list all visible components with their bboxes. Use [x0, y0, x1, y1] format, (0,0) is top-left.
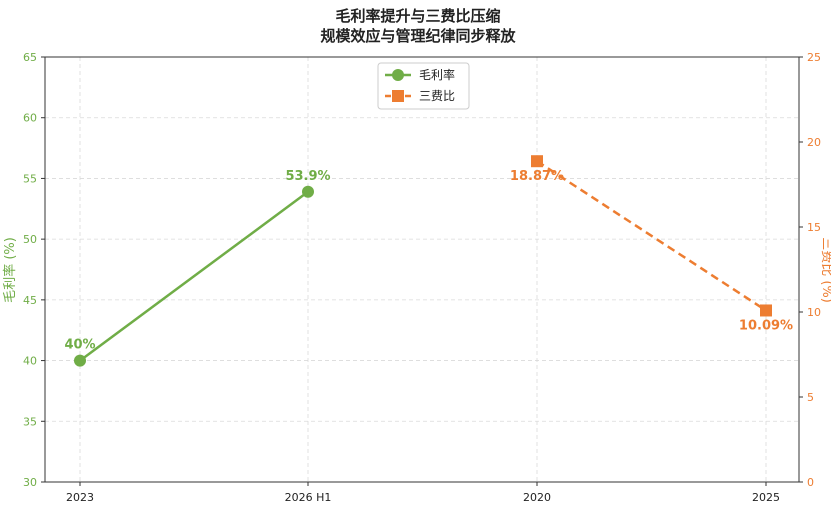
data-label: 10.09%: [739, 318, 793, 333]
x-tick-label: 2025: [752, 491, 780, 504]
left-axis-label: 毛利率 (%): [2, 237, 18, 303]
series-layer: 40% 53.9% 18.87% 10.09%: [64, 155, 793, 367]
left-tick-label: 35: [23, 415, 37, 428]
right-tick-label: 25: [807, 51, 821, 64]
data-point: [760, 304, 772, 317]
left-tick-label: 55: [23, 172, 37, 185]
series-line-0: [79, 190, 309, 362]
legend-label-expense-ratio: 三费比: [419, 89, 455, 103]
right-tick-label: 15: [807, 221, 821, 234]
data-label: 53.9%: [285, 169, 330, 184]
left-axis-ticks: 30 35 40 45 50 55 60 65: [23, 51, 45, 489]
x-axis-ticks: 2023 2026 H1 2020 2025: [66, 482, 780, 504]
legend-marker-gross-margin: [392, 69, 404, 81]
series-line-1: [536, 160, 767, 312]
chart-title-line-2: 规模效应与管理纪律同步释放: [320, 27, 516, 45]
legend-marker-expense-ratio: [392, 90, 404, 102]
right-tick-label: 5: [807, 391, 814, 404]
right-tick-label: 0: [807, 476, 814, 489]
left-tick-label: 60: [23, 112, 37, 125]
left-tick-label: 65: [23, 51, 37, 64]
legend-label-gross-margin: 毛利率: [419, 67, 455, 82]
data-label: 18.87%: [510, 169, 564, 184]
data-point: [302, 185, 314, 198]
chart-title-line-1: 毛利率提升与三费比压缩: [335, 7, 500, 25]
x-tick-label: 2020: [523, 491, 551, 504]
left-tick-label: 45: [23, 294, 37, 307]
left-tick-label: 40: [23, 355, 37, 368]
grid-lines: [45, 56, 799, 483]
x-tick-label: 2026 H1: [285, 491, 332, 504]
data-label: 40%: [64, 338, 95, 353]
x-tick-label: 2023: [66, 491, 94, 504]
data-point: [531, 155, 543, 168]
plot-area-frame: [44, 56, 800, 483]
right-axis-ticks: 0 5 10 15 20 25: [799, 51, 821, 489]
right-tick-label: 10: [807, 306, 821, 319]
right-axis-label: 三费比 (%): [819, 237, 831, 303]
right-tick-label: 20: [807, 136, 821, 149]
left-tick-label: 50: [23, 233, 37, 246]
left-tick-label: 30: [23, 476, 37, 489]
legend: 毛利率 三费比: [377, 62, 470, 110]
data-point: [74, 354, 86, 367]
